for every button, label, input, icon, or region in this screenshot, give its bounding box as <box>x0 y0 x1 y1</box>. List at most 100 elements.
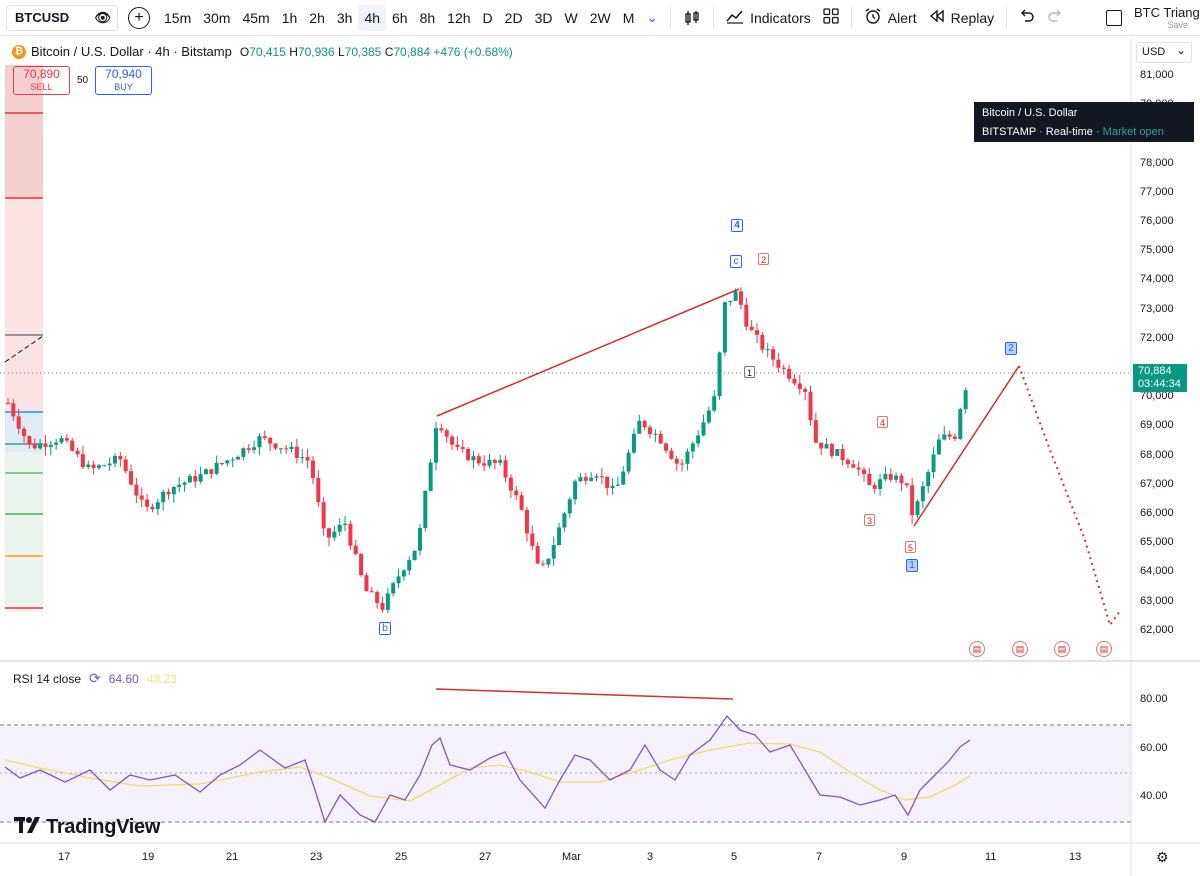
interval-45m[interactable]: 45m <box>242 9 270 26</box>
templates-grid-button[interactable] <box>817 5 845 31</box>
event-flag-icon[interactable]: ▤ <box>1054 641 1070 657</box>
wave-label-c[interactable]: c <box>730 255 742 268</box>
rsi-divergence-line <box>435 688 734 700</box>
undo-icon <box>1019 9 1035 26</box>
redo-button[interactable] <box>1041 5 1069 31</box>
wave-label-4[interactable]: 4 <box>731 219 743 232</box>
interval-15m[interactable]: 15m <box>164 9 192 26</box>
interval-2h[interactable]: 2h <box>309 9 325 26</box>
settings-gear-icon[interactable]: ⚙ <box>1156 849 1169 865</box>
candle-body <box>862 469 866 474</box>
interval-12h[interactable]: 12h <box>447 9 471 26</box>
currency-selector[interactable]: USD <box>1136 42 1192 63</box>
candle-body <box>589 477 594 481</box>
candle-body <box>867 473 872 486</box>
chart-title[interactable]: Bitcoin / U.S. Dollar · 4h · Bitstamp <box>31 44 232 59</box>
wave-label-minor-3[interactable]: 3 <box>864 514 875 526</box>
replay-button[interactable]: Replay <box>923 5 1001 31</box>
wave-label-minor-4[interactable]: 4 <box>877 416 888 428</box>
date-tick-label: 7 <box>816 851 823 863</box>
interval-d[interactable]: D <box>482 9 493 26</box>
candle-body <box>755 330 759 335</box>
chart-type-candles-icon[interactable] <box>677 5 707 31</box>
candle-body <box>899 475 904 484</box>
rsi-ma-value: 48.23 <box>146 671 177 686</box>
price-tick-label: 78,000 <box>1140 157 1174 169</box>
compare-add-icon[interactable]: + <box>128 6 150 29</box>
tradingview-logo[interactable]: TradingView <box>14 816 160 839</box>
interval-m[interactable]: M <box>622 9 635 26</box>
candle-body <box>407 560 412 571</box>
interval-3h[interactable]: 3h <box>336 9 353 26</box>
layout-checkbox-icon[interactable] <box>1106 10 1122 26</box>
date-tick-label: 25 <box>395 851 408 863</box>
market-status: Market open <box>1102 126 1164 138</box>
buy-button[interactable]: 70,940 BUY <box>95 66 152 95</box>
candle-body <box>412 550 417 561</box>
alert-button[interactable]: Alert <box>858 5 923 31</box>
replay-label: Replay <box>950 9 995 26</box>
wave-label-minor-1[interactable]: 1 <box>744 366 755 378</box>
candle-body <box>102 465 107 467</box>
candle-body <box>947 434 952 437</box>
interval-w[interactable]: W <box>564 9 578 26</box>
buy-price: 70,940 <box>105 67 142 81</box>
candle-body <box>963 390 968 410</box>
layout-save-label[interactable]: Save <box>1167 20 1188 30</box>
wave-label-2[interactable]: 2 <box>1005 342 1017 355</box>
sell-button[interactable]: 70,890 SELL <box>13 66 70 95</box>
candle-body <box>460 447 465 449</box>
indicators-button[interactable]: Indicators <box>720 5 817 31</box>
undo-button[interactable] <box>1013 5 1041 31</box>
wave-label-minor-5[interactable]: 5 <box>905 541 916 553</box>
candle-body <box>268 437 273 444</box>
candle-body <box>573 481 578 500</box>
rsi-settings-icon[interactable]: ⟳ <box>89 670 101 686</box>
candle-body <box>829 444 834 456</box>
candle-body <box>166 491 171 495</box>
rsi-legend[interactable]: RSI 14 close ⟳ 64.60 48.23 <box>13 670 177 687</box>
change-value: +476 (+0.68%) <box>433 44 513 59</box>
candle-body <box>952 436 957 439</box>
layout-name[interactable]: BTC Triangle <box>1134 6 1200 20</box>
symbol-name: BTCUSD <box>15 10 70 25</box>
candle-body <box>257 436 262 448</box>
wave-label-1[interactable]: 1 <box>906 559 918 572</box>
indicators-icon <box>726 8 744 28</box>
candle-body <box>642 420 647 428</box>
symbol-search[interactable]: BTCUSD 👁︎ <box>6 4 118 31</box>
buy-label: BUY <box>114 82 133 92</box>
candle-body <box>942 434 947 440</box>
candle-body <box>48 444 53 448</box>
price-tick-label: 67,000 <box>1140 478 1174 490</box>
event-flag-icon[interactable]: ▤ <box>969 641 985 657</box>
candle-body <box>305 457 310 461</box>
candle-body <box>936 439 941 455</box>
candle-body <box>712 396 717 411</box>
wave-label-minor-2[interactable]: 2 <box>758 253 769 265</box>
interval-3d[interactable]: 3D <box>534 9 553 26</box>
interval-4h[interactable]: 4h <box>358 4 387 31</box>
interval-6h[interactable]: 6h <box>392 9 408 26</box>
event-flag-icon[interactable]: ▤ <box>1096 641 1112 657</box>
candle-body <box>492 459 497 463</box>
candle-body <box>557 527 562 546</box>
interval-2w[interactable]: 2W <box>589 9 611 26</box>
price-tick-label: 66,000 <box>1140 507 1174 519</box>
interval-8h[interactable]: 8h <box>419 9 436 26</box>
candle-body <box>273 443 278 449</box>
interval-dropdown-chevron-icon[interactable]: ⌄ <box>646 9 659 25</box>
candle-body <box>54 442 59 445</box>
interval-30m[interactable]: 30m <box>203 9 231 26</box>
candle-body <box>744 304 749 327</box>
interval-2d[interactable]: 2D <box>504 9 523 26</box>
candle-body <box>187 476 192 483</box>
interval-1h[interactable]: 1h <box>281 9 298 26</box>
candle-body <box>171 486 176 495</box>
watch-eye-icon[interactable]: 👁︎ <box>94 9 111 25</box>
event-flag-icon[interactable]: ▤ <box>1012 641 1028 657</box>
candle-body <box>637 420 642 434</box>
candle-body <box>145 499 150 507</box>
wave-label-b[interactable]: b <box>379 622 391 635</box>
